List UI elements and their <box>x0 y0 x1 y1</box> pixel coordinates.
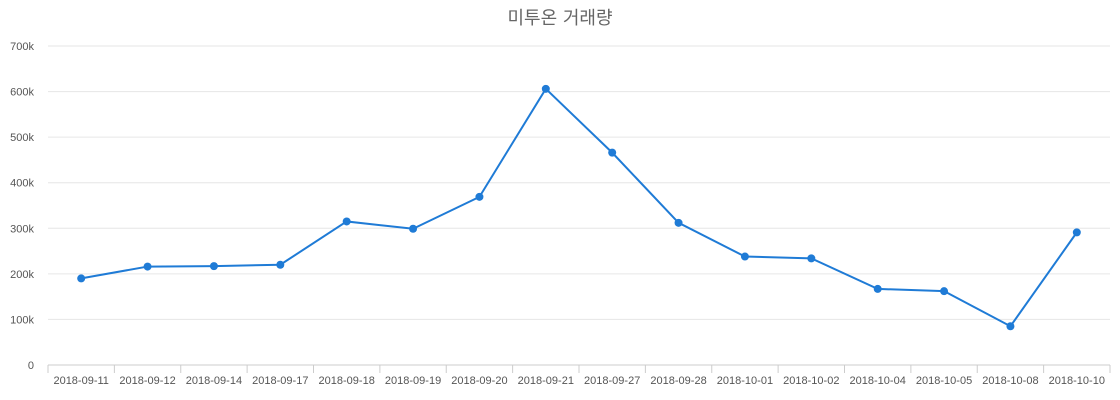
x-tick-label: 2018-10-05 <box>916 375 972 387</box>
data-point[interactable] <box>342 217 351 226</box>
x-tick-label: 2018-10-10 <box>1049 375 1105 387</box>
series-layer <box>77 84 1081 331</box>
data-point[interactable] <box>143 262 152 271</box>
x-tick-label: 2018-09-11 <box>53 375 108 387</box>
data-point[interactable] <box>77 274 86 283</box>
x-tick-label: 2018-10-04 <box>850 375 906 387</box>
x-tick-label: 2018-09-14 <box>186 375 242 387</box>
chart-title: 미투온 거래량 <box>507 8 612 29</box>
grid-layer <box>48 45 1110 320</box>
x-tick-label: 2018-09-21 <box>518 375 574 387</box>
axis-layer: 0 100k 200k 300k 400k 500k 600k 700k 2018-09-11 2… <box>10 41 1111 387</box>
y-tick-label: 700k <box>10 41 34 53</box>
data-point[interactable] <box>807 254 816 263</box>
x-tick-label: 2018-09-28 <box>650 375 706 387</box>
data-point[interactable] <box>608 148 617 157</box>
x-tick-label: 2018-09-20 <box>451 375 507 387</box>
data-point[interactable] <box>409 224 418 233</box>
data-point[interactable] <box>276 260 285 269</box>
y-tick-label: 600k <box>10 87 34 99</box>
x-tick-label: 2018-10-08 <box>982 375 1038 387</box>
x-tick-label: 2018-10-01 <box>717 375 773 387</box>
data-point[interactable] <box>1006 322 1015 331</box>
data-point[interactable] <box>209 262 218 271</box>
data-point[interactable] <box>674 218 683 227</box>
y-tick-label: 500k <box>10 132 34 144</box>
x-tick-label: 2018-09-12 <box>119 375 175 387</box>
data-point[interactable] <box>475 192 484 201</box>
data-point[interactable] <box>940 287 949 296</box>
x-tick-label: 2018-09-17 <box>252 375 308 387</box>
x-tick-label: 2018-09-19 <box>385 375 441 387</box>
x-tick-label: 2018-09-27 <box>584 375 640 387</box>
series-line <box>81 87 1078 328</box>
x-tick-label: 2018-10-02 <box>783 375 839 387</box>
y-tick-label: 100k <box>10 314 34 326</box>
y-tick-label: 300k <box>10 223 34 235</box>
data-point[interactable] <box>873 284 882 293</box>
y-tick-label: 400k <box>10 178 34 190</box>
y-tick-label: 0 <box>28 360 34 372</box>
x-tick-label: 2018-09-18 <box>319 375 375 387</box>
data-point[interactable] <box>1072 228 1081 237</box>
data-point[interactable] <box>541 84 550 93</box>
data-point[interactable] <box>740 252 749 261</box>
y-tick-label: 200k <box>10 269 34 281</box>
